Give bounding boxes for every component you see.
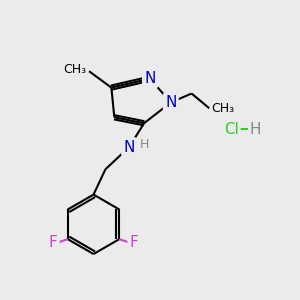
Text: CH₃: CH₃ [211,102,234,115]
Text: H: H [250,122,261,137]
Text: N: N [165,95,176,110]
Text: Cl: Cl [224,122,239,137]
Text: N: N [124,140,135,154]
Text: N: N [144,71,156,86]
Text: CH₃: CH₃ [63,63,86,76]
Text: F: F [49,235,57,250]
Text: F: F [130,235,139,250]
Text: H: H [140,138,149,151]
